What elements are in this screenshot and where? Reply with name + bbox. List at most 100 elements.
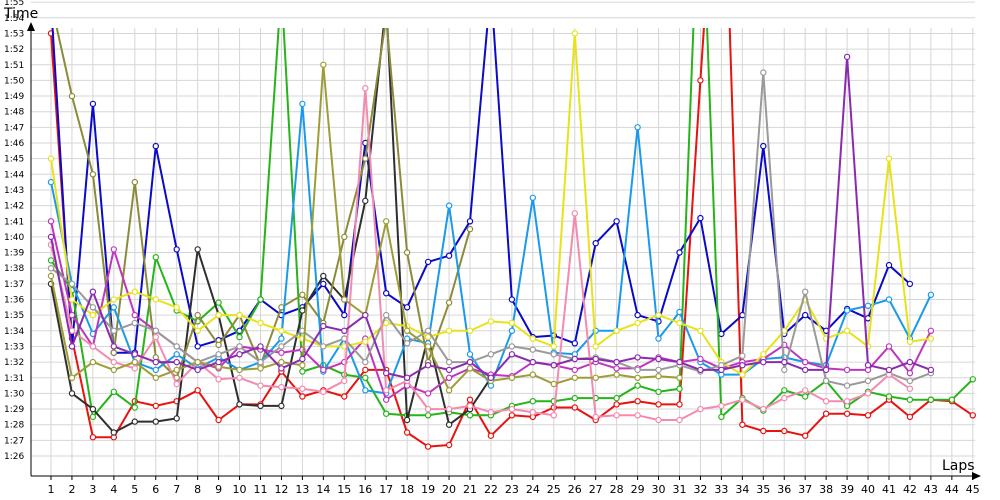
- x-tick-label: 39: [840, 483, 854, 496]
- data-point: [424, 343, 432, 350]
- y-tick-label: 1:34: [4, 327, 24, 337]
- data-point: [445, 441, 453, 449]
- data-point: [718, 413, 725, 421]
- data-point: [236, 366, 243, 374]
- data-point: [529, 346, 537, 353]
- data-point: [152, 327, 159, 334]
- data-point: [110, 388, 118, 395]
- data-point: [927, 327, 935, 334]
- data-point: [843, 398, 851, 405]
- x-tick-label: 34: [735, 483, 749, 496]
- x-tick-label: 30: [652, 483, 666, 496]
- data-point: [299, 393, 306, 400]
- x-tick-label: 20: [442, 483, 456, 496]
- data-point: [529, 335, 537, 342]
- data-point: [341, 327, 348, 334]
- series-2: [51, 28, 914, 356]
- data-point: [487, 432, 495, 439]
- data-point: [341, 335, 348, 342]
- data-point: [697, 405, 704, 413]
- data-point: [68, 296, 76, 303]
- data-point: [89, 304, 97, 311]
- data-point: [47, 218, 55, 225]
- y-tick-label: 1:35: [4, 311, 24, 321]
- data-point: [655, 335, 662, 342]
- data-point: [341, 296, 348, 303]
- data-point: [655, 388, 662, 395]
- data-point: [215, 351, 222, 358]
- data-point: [864, 377, 872, 385]
- data-point: [194, 327, 201, 334]
- data-point: [550, 351, 558, 358]
- data-point: [802, 288, 809, 295]
- data-point: [739, 371, 746, 378]
- data-point: [571, 355, 579, 363]
- x-tick-label: 8: [194, 483, 201, 496]
- x-axis-title: Laps: [942, 458, 975, 474]
- data-point: [445, 202, 453, 209]
- data-point: [320, 343, 327, 350]
- data-point: [68, 374, 76, 381]
- data-point: [173, 358, 180, 366]
- data-point: [424, 258, 432, 266]
- data-point: [802, 393, 809, 400]
- data-point: [655, 355, 662, 363]
- data-point: [885, 296, 893, 303]
- data-point: [676, 385, 683, 392]
- x-tick-label: 1: [48, 483, 55, 496]
- x-tick-label: 38: [819, 483, 833, 496]
- x-tick-label: 11: [254, 483, 268, 496]
- data-point: [194, 358, 201, 366]
- data-point: [676, 401, 683, 408]
- data-point: [68, 92, 76, 100]
- data-point: [571, 366, 579, 374]
- data-point: [110, 366, 118, 374]
- data-point: [634, 412, 641, 419]
- data-point: [424, 390, 432, 397]
- data-point: [634, 124, 641, 131]
- data-point: [697, 366, 704, 374]
- y-tick-label: 1:52: [4, 45, 24, 55]
- data-point: [592, 413, 599, 421]
- data-point: [152, 333, 159, 341]
- data-point: [403, 340, 411, 347]
- data-point: [718, 402, 725, 410]
- x-tick-label: 28: [610, 483, 624, 496]
- y-tick-label: 1:31: [4, 374, 24, 384]
- x-tick-label: 4: [110, 483, 117, 496]
- data-point: [383, 396, 390, 403]
- data-point: [802, 366, 809, 374]
- data-point: [487, 351, 495, 358]
- data-point: [110, 327, 118, 334]
- data-point: [676, 319, 683, 327]
- x-tick-label: 5: [131, 483, 138, 496]
- data-point: [320, 280, 327, 288]
- data-point: [739, 352, 746, 359]
- data-point: [906, 377, 914, 385]
- data-point: [948, 396, 956, 403]
- data-point: [131, 311, 138, 319]
- data-point: [403, 416, 411, 424]
- y-tick-label: 1:51: [4, 61, 24, 71]
- y-tick-label: 1:44: [4, 170, 24, 180]
- data-point: [613, 365, 620, 372]
- data-point: [131, 319, 138, 327]
- data-point: [362, 197, 369, 205]
- data-point: [257, 296, 264, 303]
- data-point: [927, 366, 935, 374]
- y-tick-label: 1:26: [4, 452, 24, 462]
- y-tick-label: 1:54: [4, 14, 24, 24]
- data-point: [739, 311, 746, 319]
- data-point: [927, 335, 935, 342]
- data-point: [697, 355, 704, 363]
- x-tick-label: 10: [233, 483, 247, 496]
- y-tick-label: 1:42: [4, 202, 24, 212]
- data-point: [613, 358, 620, 366]
- series-layer: [47, 28, 977, 450]
- data-point: [341, 311, 348, 319]
- data-point: [424, 443, 432, 450]
- data-point: [864, 315, 872, 322]
- data-point: [613, 327, 620, 334]
- x-tick-label: 32: [693, 483, 707, 496]
